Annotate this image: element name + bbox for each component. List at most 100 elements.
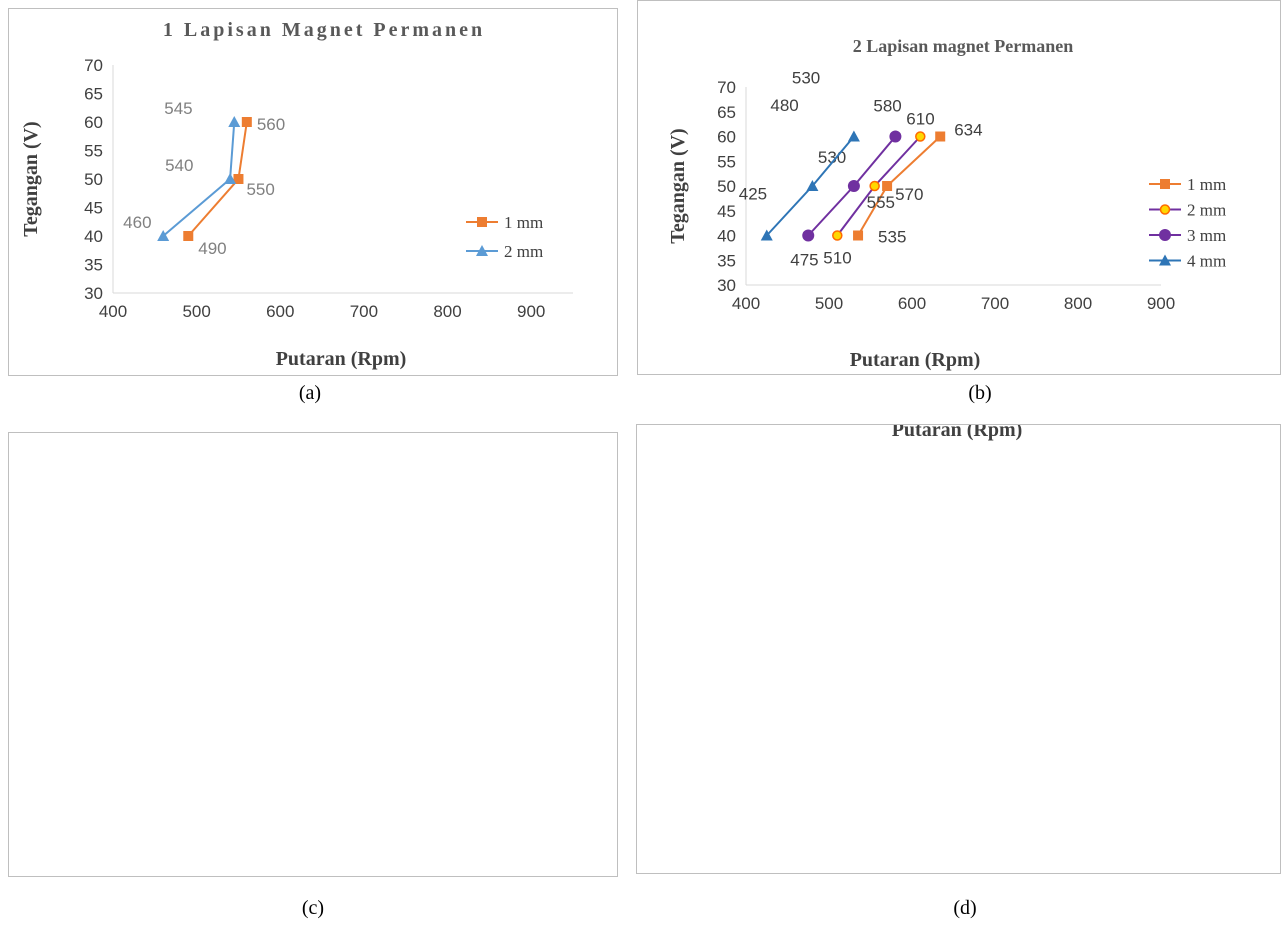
data-label: 550 bbox=[246, 180, 274, 199]
x-tick-label: 600 bbox=[266, 302, 294, 321]
x-tick-label: 400 bbox=[99, 302, 127, 321]
y-tick-label: 60 bbox=[84, 113, 103, 132]
legend-marker bbox=[1159, 254, 1171, 266]
chart-b-svg: 2 Lapisan magnet Permanen 30 35 40 45 50 55 60 6… bbox=[667, 36, 1226, 371]
data-label: 530 bbox=[792, 69, 820, 88]
x-tick-label: 600 bbox=[898, 294, 926, 313]
chart-title: 2 Lapisan magnet Permanen bbox=[853, 36, 1074, 56]
x-axis-title: Putaran (Rpm) bbox=[892, 425, 1023, 441]
y-tick-label: 30 bbox=[84, 284, 103, 303]
data-label: 425 bbox=[739, 185, 767, 204]
data-label: 460 bbox=[123, 213, 151, 232]
data-label: 535 bbox=[878, 228, 906, 247]
legend-marker bbox=[477, 217, 487, 227]
x-axis-title: Putaran (Rpm) bbox=[276, 348, 407, 370]
legend-marker bbox=[476, 245, 488, 256]
x-tick-label: 500 bbox=[182, 302, 210, 321]
legend: 1 mm 2 mm bbox=[466, 213, 543, 261]
data-label: 475 bbox=[790, 251, 818, 270]
data-point-marker bbox=[915, 131, 926, 142]
data-point-marker bbox=[832, 230, 843, 241]
legend-label: 1 mm bbox=[1187, 175, 1226, 194]
y-tick-label: 50 bbox=[84, 170, 103, 189]
legend-label: 2 mm bbox=[1187, 201, 1226, 220]
chart-title: 1 Lapisan Magnet Permanen bbox=[163, 19, 485, 41]
y-tick-label: 35 bbox=[717, 251, 736, 270]
caption-d: (d) bbox=[953, 897, 977, 919]
data-point-marker bbox=[228, 116, 241, 127]
y-tick-label: 30 bbox=[717, 276, 736, 295]
legend-marker bbox=[1160, 179, 1170, 189]
x-tick-label: 800 bbox=[433, 302, 461, 321]
y-tick-label: 40 bbox=[717, 227, 736, 246]
x-tick-label: 900 bbox=[1147, 294, 1175, 313]
data-point-marker bbox=[157, 230, 170, 241]
data-point-marker bbox=[183, 231, 194, 241]
y-tick-label: 50 bbox=[717, 177, 736, 196]
data-label: 545 bbox=[164, 99, 192, 118]
x-tick-label: 700 bbox=[350, 302, 378, 321]
data-label: 510 bbox=[823, 249, 851, 268]
data-label: 480 bbox=[770, 96, 798, 115]
data-label: 560 bbox=[257, 115, 285, 134]
x-tick-label: 700 bbox=[981, 294, 1009, 313]
y-tick-label: 45 bbox=[717, 202, 736, 221]
series-2-mm: 460 540 545 bbox=[123, 99, 241, 241]
data-label: 555 bbox=[867, 193, 895, 212]
y-tick-label: 55 bbox=[717, 152, 736, 171]
chart-panel-a: 1 Lapisan Magnet Permanen 30 35 40 45 50 55 60 6… bbox=[8, 8, 618, 376]
data-label: 634 bbox=[954, 121, 982, 140]
data-point-marker bbox=[935, 131, 946, 142]
legend-marker bbox=[1159, 204, 1171, 215]
chart-panel-c: 3 Lapisan Magnet Permanen303540455055606… bbox=[8, 432, 618, 877]
y-tick-label: 70 bbox=[84, 56, 103, 75]
caption-b: (b) bbox=[968, 382, 992, 404]
legend-label: 1 mm bbox=[504, 213, 543, 232]
y-tick-label: 60 bbox=[717, 128, 736, 147]
chart-c-svg: 3 Lapisan Magnet Permanen303540455055606… bbox=[9, 433, 619, 878]
x-axis-title: Putaran (Rpm) bbox=[850, 349, 981, 371]
chart-a-svg: 1 Lapisan Magnet Permanen 30 35 40 45 50 55 60 6… bbox=[20, 19, 573, 370]
legend-label: 2 mm bbox=[504, 242, 543, 261]
y-tick-label: 65 bbox=[717, 103, 736, 122]
y-tick-label: 45 bbox=[84, 199, 103, 218]
series-4-mm: 425 480 530 bbox=[739, 69, 860, 241]
y-axis-title: Tegangan (V) bbox=[20, 121, 42, 236]
data-point-marker bbox=[889, 130, 902, 143]
caption-a: (a) bbox=[298, 382, 322, 404]
data-point-marker bbox=[847, 180, 860, 192]
legend-label: 4 mm bbox=[1187, 252, 1226, 271]
chart-panel-d: 4 Lapisan Magnet Permanen303540455055606… bbox=[636, 424, 1281, 874]
data-point-marker bbox=[806, 180, 819, 191]
caption-c: (c) bbox=[301, 897, 325, 919]
data-point-marker bbox=[241, 117, 252, 127]
series-2-mm: 510 555 610 bbox=[823, 110, 934, 268]
data-point-marker bbox=[882, 181, 893, 191]
y-tick-label: 40 bbox=[84, 227, 103, 246]
x-tick-label: 400 bbox=[732, 294, 760, 313]
y-tick-label: 65 bbox=[84, 85, 103, 104]
y-tick-label: 70 bbox=[717, 78, 736, 97]
legend: 1 mm 2 mm 3 mm 4 mm bbox=[1149, 175, 1226, 271]
data-point-marker bbox=[224, 173, 237, 184]
data-point-marker bbox=[802, 229, 815, 242]
series-1-mm: 490 550 560 bbox=[183, 115, 285, 258]
x-tick-label: 900 bbox=[517, 302, 545, 321]
legend-label: 3 mm bbox=[1187, 226, 1226, 245]
data-point-marker bbox=[869, 180, 880, 192]
data-point-marker bbox=[233, 174, 244, 184]
data-point-marker bbox=[760, 229, 773, 241]
data-label: 580 bbox=[873, 97, 901, 116]
data-point-marker bbox=[847, 130, 860, 142]
y-axis-title: Tegangan (V) bbox=[667, 128, 689, 243]
y-tick-label: 35 bbox=[84, 256, 103, 275]
data-label: 490 bbox=[198, 239, 226, 258]
chart-panel-b: 2 Lapisan magnet Permanen 30 35 40 45 50 55 60 6… bbox=[637, 0, 1281, 375]
y-tick-label: 55 bbox=[84, 142, 103, 161]
data-label: 610 bbox=[906, 110, 934, 129]
data-label: 570 bbox=[895, 185, 923, 204]
legend-marker bbox=[1159, 229, 1171, 241]
data-point-marker bbox=[853, 230, 864, 241]
series-line bbox=[162, 121, 236, 237]
data-label: 540 bbox=[165, 156, 193, 175]
